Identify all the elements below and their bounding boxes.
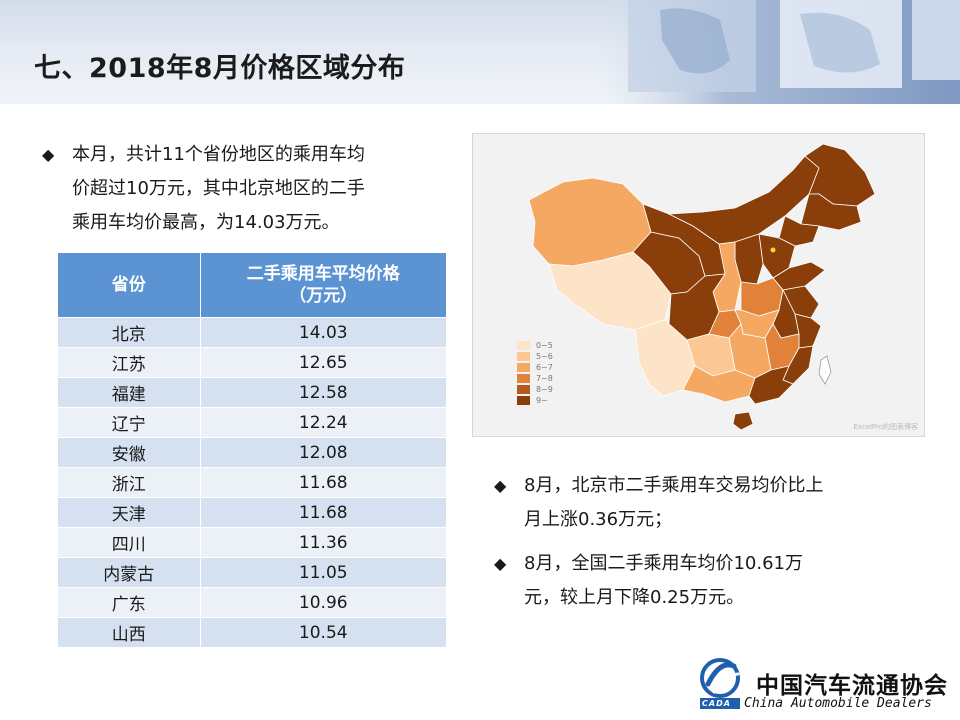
china-price-map: 0~5 5~6 6~7 7~8 8~9 9~ ExcelPro的图表博客 xyxy=(472,133,925,437)
price-cell: 14.03 xyxy=(200,317,446,348)
org-name-en: China Automobile Dealers xyxy=(744,696,932,711)
province-cell: 江苏 xyxy=(58,347,201,378)
bullet-line: 月上涨0.36万元； xyxy=(524,509,673,530)
legend-swatch xyxy=(517,374,530,383)
price-cell: 11.36 xyxy=(200,527,446,558)
price-table: 省份 二手乘用车平均价格 （万元） 北京 14.03 江苏 12.65 福建 12.5… xyxy=(58,253,446,647)
legend-swatch xyxy=(517,385,530,394)
region-guangdong xyxy=(748,365,794,405)
bullet-line: 价超过10万元，其中北京地区的二手 xyxy=(72,178,365,199)
price-cell: 10.96 xyxy=(200,587,446,618)
bullet-line: 乘用车均价最高，为14.03万元。 xyxy=(72,212,340,233)
legend-label: 9~ xyxy=(536,396,548,405)
price-cell: 11.68 xyxy=(200,467,446,498)
legend-item: 7~8 xyxy=(517,373,553,384)
legend-item: 0~5 xyxy=(517,340,553,351)
table-row: 辽宁 12.24 xyxy=(58,407,446,438)
column-header-line: （万元） xyxy=(289,286,358,306)
bullet-line: 元，较上月下降0.25万元。 xyxy=(524,587,745,608)
price-cell: 12.08 xyxy=(200,437,446,468)
column-header-avg-price: 二手乘用车平均价格 （万元） xyxy=(200,253,446,318)
table-row: 四川 11.36 xyxy=(58,527,446,558)
bullet-line: 本月，共计11个省份地区的乘用车均 xyxy=(72,144,365,165)
table-row: 山西 10.54 xyxy=(58,617,446,647)
table-row: 福建 12.58 xyxy=(58,377,446,408)
legend-swatch xyxy=(517,341,530,350)
table-row: 浙江 11.68 xyxy=(58,467,446,498)
province-cell: 安徽 xyxy=(58,437,201,468)
price-cell: 11.05 xyxy=(200,557,446,588)
legend-swatch xyxy=(517,396,530,405)
legend-item: 6~7 xyxy=(517,362,553,373)
table-row: 天津 11.68 xyxy=(58,497,446,528)
province-cell: 内蒙古 xyxy=(58,557,201,588)
cada-logo: CADA 中国汽车流通协会 China Automobile Dealers xyxy=(690,654,952,714)
table-row: 广东 10.96 xyxy=(58,587,446,618)
legend-label: 6~7 xyxy=(536,363,553,372)
province-cell: 天津 xyxy=(58,497,201,528)
beijing-bullet: ◆ 8月，北京市二手乘用车交易均价比上 月上涨0.36万元； xyxy=(494,469,884,537)
price-cell: 12.65 xyxy=(200,347,446,378)
header-decoration-image xyxy=(600,0,960,104)
province-cell: 福建 xyxy=(58,377,201,408)
china-map-graphic xyxy=(528,143,876,431)
slide-title: 七、2018年8月价格区域分布 xyxy=(34,53,406,84)
table-row: 北京 14.03 xyxy=(58,317,446,348)
table-row: 内蒙古 11.05 xyxy=(58,557,446,588)
column-header-line: 二手乘用车平均价格 xyxy=(246,264,400,284)
province-cell: 北京 xyxy=(58,317,201,348)
table-row: 江苏 12.65 xyxy=(58,347,446,378)
legend-item: 9~ xyxy=(517,395,553,406)
price-cell: 12.58 xyxy=(200,377,446,408)
summary-bullet: ◆ 本月，共计11个省份地区的乘用车均 价超过10万元，其中北京地区的二手 乘用… xyxy=(42,138,442,240)
national-bullet: ◆ 8月，全国二手乘用车均价10.61万 元，较上月下降0.25万元。 xyxy=(494,547,884,615)
province-cell: 辽宁 xyxy=(58,407,201,438)
province-cell: 山西 xyxy=(58,617,201,647)
region-hainan xyxy=(732,411,754,431)
price-cell: 10.54 xyxy=(200,617,446,647)
bullet-line: 8月，全国二手乘用车均价10.61万 xyxy=(524,553,803,574)
legend-swatch xyxy=(517,352,530,361)
province-cell: 四川 xyxy=(58,527,201,558)
table-row: 安徽 12.08 xyxy=(58,437,446,468)
legend-label: 0~5 xyxy=(536,341,553,350)
province-cell: 浙江 xyxy=(58,467,201,498)
legend-label: 5~6 xyxy=(536,352,553,361)
region-taiwan xyxy=(818,355,832,385)
bullet-line: 8月，北京市二手乘用车交易均价比上 xyxy=(524,475,824,496)
cada-abbr: CADA xyxy=(702,699,731,708)
table-header-row: 省份 二手乘用车平均价格 （万元） xyxy=(58,253,446,318)
map-legend: 0~5 5~6 6~7 7~8 8~9 9~ xyxy=(517,340,553,406)
province-cell: 广东 xyxy=(58,587,201,618)
legend-label: 7~8 xyxy=(536,374,553,383)
legend-item: 8~9 xyxy=(517,384,553,395)
header-band xyxy=(0,0,960,104)
org-name-cn: 中国汽车流通协会 xyxy=(756,673,948,699)
diamond-bullet-icon: ◆ xyxy=(42,145,55,164)
region-tibet xyxy=(548,251,672,331)
cada-emblem-icon xyxy=(700,658,740,709)
map-watermark: ExcelPro的图表博客 xyxy=(853,423,918,431)
diamond-bullet-icon: ◆ xyxy=(494,554,507,573)
price-cell: 12.24 xyxy=(200,407,446,438)
legend-label: 8~9 xyxy=(536,385,553,394)
price-cell: 11.68 xyxy=(200,497,446,528)
legend-item: 5~6 xyxy=(517,351,553,362)
legend-swatch xyxy=(517,363,530,372)
diamond-bullet-icon: ◆ xyxy=(494,476,507,495)
column-header-province: 省份 xyxy=(58,253,201,318)
beijing-marker xyxy=(770,247,776,253)
